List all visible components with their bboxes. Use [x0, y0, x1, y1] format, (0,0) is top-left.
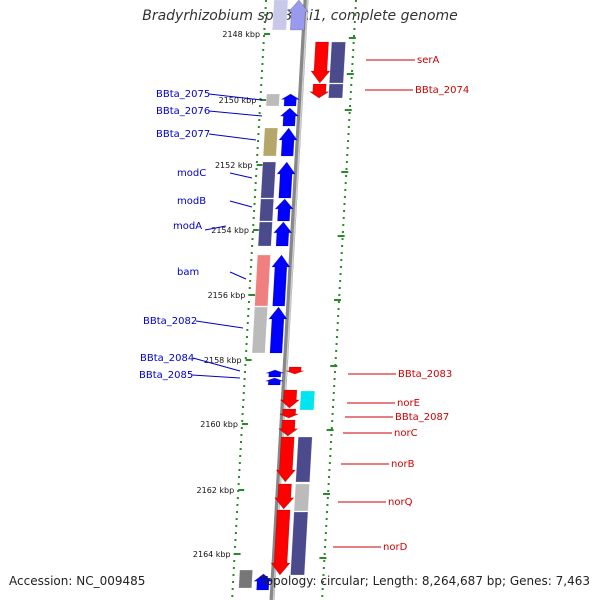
gene-arrow-BBta_2087 [279, 408, 299, 419]
gene-label-BBta_2074: BBta_2074 [415, 85, 469, 96]
leader-line-bam [229, 271, 247, 280]
gene-lane-norB [295, 436, 313, 483]
tick-label-2152: 2152 kbp [215, 161, 253, 170]
gene-lane-modC [260, 161, 277, 199]
gene-arrow-bam [271, 254, 291, 307]
gene-label-norB: norB [391, 459, 415, 470]
gene-label-modB: modB [177, 196, 206, 207]
tick-label-2160: 2160 kbp [200, 420, 238, 429]
gene-arrow-modC [276, 161, 296, 199]
gene-label-bam: bam [177, 267, 199, 278]
gene-label-modC: modC [177, 168, 206, 179]
gene-lane-norE [299, 390, 316, 411]
gene-lane-bam [254, 254, 271, 307]
gene-lane-BBta_2075 [265, 93, 280, 107]
gene-lane-norQ [293, 483, 310, 512]
gene-label-serA: serA [417, 55, 439, 66]
gene-lane-BBta_2077 [262, 127, 279, 157]
gene-arrow-BBta_2074 [308, 83, 330, 99]
gene-lane-modB [259, 198, 275, 222]
gene-label-BBta_2084: BBta_2084 [140, 353, 194, 364]
gene-arrow-BBta_2075 [280, 93, 301, 107]
tick-label-2158: 2158 kbp [204, 356, 242, 365]
gene-lane-serA [328, 41, 346, 84]
gene-lane-BBta_2082 [251, 306, 268, 354]
partial-arrow-bottom [253, 573, 273, 591]
genome-stats-text: Topology: circular; Length: 8,264,687 bp… [260, 574, 590, 588]
gene-arrow-norQ [274, 483, 295, 510]
gene-label-BBta_2075: BBta_2075 [156, 89, 210, 100]
tick-label-2156: 2156 kbp [208, 291, 246, 300]
leader-line-BBta_2085 [191, 374, 241, 379]
gene-arrow-BBta_2076 [279, 107, 300, 127]
gene-arrow-modA [273, 221, 293, 247]
leader-line-BBta_2077 [208, 133, 257, 141]
gene-label-modA: modA [173, 221, 202, 232]
left-ruler-rail [231, 0, 267, 597]
gene-lane-modA [257, 221, 273, 247]
gene-arrow-BBta_2084 [265, 369, 284, 378]
gene-arrow-serA [310, 41, 331, 84]
gene-arrow-norD [270, 509, 291, 576]
gene-arrow-modB [274, 198, 294, 222]
gene-label-BBta_2085: BBta_2085 [139, 370, 193, 381]
gene-arrow-BBta_2085 [265, 377, 284, 386]
gene-arrow-norB [275, 436, 297, 483]
gene-arrow-BBta_2082 [268, 306, 288, 354]
tick-label-2164: 2164 kbp [193, 550, 231, 559]
gene-lane-norD [290, 511, 309, 576]
gene-label-BBta_2077: BBta_2077 [156, 129, 210, 140]
tick-label-2162: 2162 kbp [197, 486, 235, 495]
leader-line-BBta_2075 [208, 93, 263, 101]
gene-lane-BBta_2074 [328, 83, 344, 99]
partial-gene-bottom-left [238, 569, 254, 589]
leader-line-modC [229, 172, 253, 179]
leader-line-BBta_2084 [192, 357, 241, 372]
accession-text: Accession: NC_009485 [9, 574, 146, 588]
tick-label-2150: 2150 kbp [219, 96, 257, 105]
leader-line-modB [229, 200, 253, 208]
gene-label-BBta_2083: BBta_2083 [398, 369, 452, 380]
gene-label-BBta_2087: BBta_2087 [395, 412, 449, 423]
gene-label-BBta_2076: BBta_2076 [156, 106, 210, 117]
tick-label-2154: 2154 kbp [211, 226, 249, 235]
gene-arrow-norE [279, 389, 301, 409]
gene-label-norQ: norQ [388, 497, 413, 508]
gene-label-norC: norC [394, 428, 418, 439]
leader-line-BBta_2076 [208, 110, 263, 117]
leader-line-BBta_2082 [195, 320, 244, 329]
tick-label-2148: 2148 kbp [222, 30, 260, 39]
gene-label-norD: norD [383, 542, 408, 553]
right-ruler-rail [321, 0, 357, 597]
partial-arrow-top [287, 0, 309, 31]
gene-label-BBta_2082: BBta_2082 [143, 316, 197, 327]
partial-gene-top-left [271, 0, 289, 31]
leader-line-modA [204, 225, 227, 231]
gene-arrow-norC [277, 419, 299, 437]
gene-arrow-BBta_2077 [278, 127, 298, 157]
gene-arrow-BBta_2083 [285, 366, 305, 375]
gene-label-norE: norE [397, 398, 420, 409]
